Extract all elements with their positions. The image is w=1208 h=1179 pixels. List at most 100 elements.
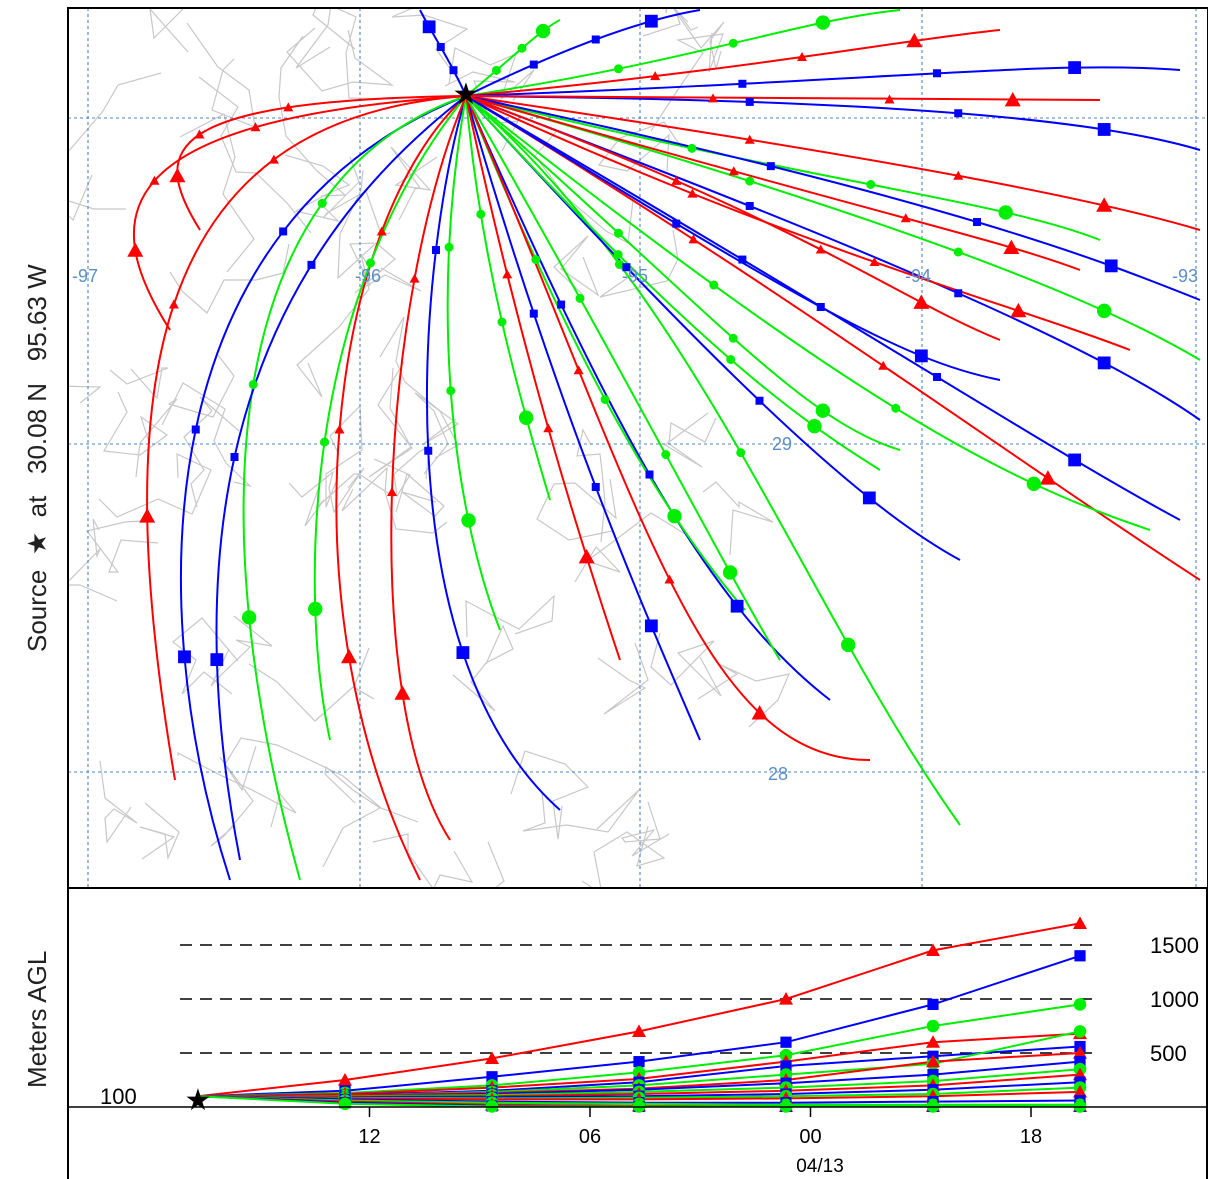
county-boundary (210, 745, 257, 847)
circle-marker (728, 38, 738, 48)
county-boundary (322, 765, 382, 868)
county-boundary (444, 71, 520, 152)
square-marker (622, 263, 631, 272)
county-boundary (372, 833, 434, 888)
circle-marker (575, 293, 585, 303)
circle-marker (1096, 303, 1112, 319)
circle-marker (248, 380, 258, 389)
circle-marker (866, 180, 876, 189)
triangle-marker (1096, 197, 1113, 212)
time-axis-tick-label: 06 (579, 1126, 601, 1148)
triangle-marker (169, 167, 186, 183)
circle-marker (745, 176, 755, 186)
square-marker (456, 646, 470, 659)
county-boundary (465, 594, 555, 638)
county-boundary (286, 27, 395, 92)
triangle-marker (688, 234, 699, 244)
circle-marker (661, 450, 671, 459)
triangle-marker (815, 244, 826, 254)
square-marker (633, 1056, 645, 1068)
county-boundary (278, 35, 347, 197)
height-level-label: 500 (1150, 1041, 1187, 1066)
triangle-marker (194, 129, 205, 139)
grid-label-lat-28: 28 (768, 764, 788, 784)
county-boundary (161, 382, 253, 488)
county-boundary (169, 243, 290, 314)
square-marker (529, 60, 538, 69)
county-boundary (368, 361, 413, 478)
square-marker (933, 69, 941, 78)
square-marker (927, 998, 939, 1010)
triangle-marker (671, 175, 682, 185)
square-marker (645, 470, 654, 479)
triangle-marker (926, 1035, 940, 1048)
county-boundary (98, 453, 212, 518)
square-marker (745, 201, 754, 210)
circle-marker (687, 143, 697, 153)
county-boundary (341, 466, 448, 534)
square-marker (780, 1060, 792, 1072)
county-boundary (103, 391, 169, 456)
grid-label-lon-95: -95 (622, 266, 648, 286)
county-boundary (452, 624, 514, 712)
triangle-marker (744, 134, 755, 144)
square-marker (449, 66, 458, 75)
county-boundary (433, 841, 505, 888)
circle-marker (476, 209, 486, 219)
source-star-icon: ★ (453, 78, 480, 111)
county-boundary (597, 642, 649, 715)
time-axis-tick-label: 12 (358, 1126, 380, 1148)
triangle-marker (409, 273, 420, 283)
circle-marker (461, 513, 476, 528)
square-marker (954, 109, 963, 118)
square-marker (927, 1069, 939, 1081)
county-boundary (296, 253, 370, 398)
county-boundary (650, 32, 724, 132)
triangle-marker (341, 648, 357, 664)
circle-marker (891, 403, 901, 413)
county-boundary (312, 8, 395, 100)
triangle-marker (728, 166, 739, 176)
square-marker (422, 20, 436, 34)
circle-marker (338, 1097, 352, 1111)
source-label-lat: 30.08 N (22, 382, 52, 474)
square-marker (914, 349, 928, 363)
square-marker (644, 14, 658, 28)
height-panel: 500 1000 1500 100 ★ 12 06 00 18 04/13 (67, 888, 1208, 1179)
circle-marker (807, 418, 822, 434)
county-boundary (391, 8, 469, 79)
square-marker (307, 260, 316, 269)
circle-marker (317, 198, 327, 208)
triangle-marker (1004, 91, 1021, 107)
county-boundary (295, 8, 332, 69)
triangle-marker (664, 574, 675, 584)
square-marker (591, 483, 600, 491)
county-boundary (177, 752, 297, 828)
county-boundary (349, 242, 422, 292)
county-boundary (99, 760, 138, 844)
circle-marker (613, 228, 623, 238)
height-markers (338, 916, 1087, 1113)
county-boundary (576, 428, 606, 543)
square-marker (591, 35, 600, 44)
circle-marker (815, 15, 831, 30)
square-marker (954, 289, 963, 298)
circle-marker (241, 610, 257, 625)
source-label-at: at (22, 495, 52, 518)
triangle-marker (573, 365, 584, 375)
circle-marker (497, 317, 507, 327)
square-marker (1074, 950, 1086, 962)
grid-label-lon-97: -97 (72, 266, 98, 286)
circle-marker (531, 255, 541, 265)
source-coordinates-label: Source ★ at 30.08 N 95.63 W (22, 264, 53, 652)
square-marker (780, 1036, 792, 1048)
square-marker (672, 219, 681, 228)
triangle-marker (543, 423, 554, 433)
circle-marker (446, 386, 456, 396)
square-marker (191, 425, 200, 434)
circle-marker (1026, 476, 1042, 492)
grid-label-lon-93: -93 (1172, 266, 1198, 286)
county-boundary (337, 169, 396, 294)
triangle-marker (283, 102, 294, 112)
triangle-marker (1010, 302, 1027, 318)
